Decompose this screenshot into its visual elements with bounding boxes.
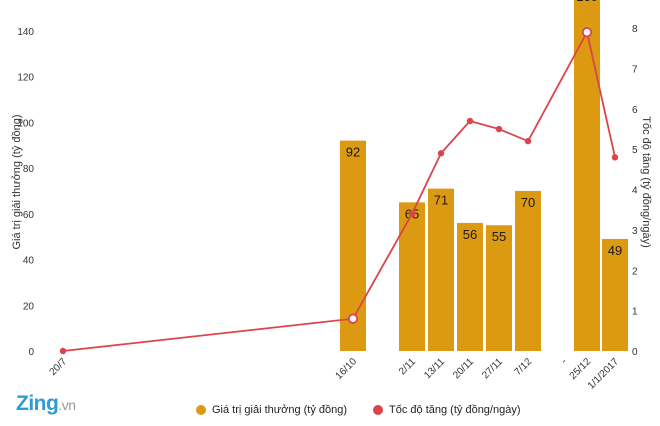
y-left-tick-label: 140: [17, 27, 34, 38]
line-point: [611, 154, 619, 161]
legend-line-label: Tốc độ tăng (tỷ đồng/ngày): [389, 404, 521, 416]
chart-legend: Giá trị giải thưởng (tỷ đồng) Tốc độ tăn…: [196, 404, 521, 416]
line-point: [59, 347, 67, 355]
bar: [515, 190, 541, 351]
y-right-tick-label: 5: [632, 145, 638, 156]
legend-item-line: Tốc độ tăng (tỷ đồng/ngày): [373, 404, 521, 416]
line-point: [347, 313, 359, 324]
bar-value-label: 92: [346, 145, 360, 160]
y-left-tick-label: 60: [23, 210, 35, 221]
x-tick-label: 1/1/2017: [586, 356, 622, 392]
x-tick-label: 2/11: [397, 356, 418, 377]
bar: [602, 238, 628, 351]
y-right-tick-label: 7: [632, 65, 638, 76]
y-axis-left-ticks: 0 20 40 60 80 100 120 140: [17, 27, 34, 358]
legend-line-marker: [373, 405, 384, 415]
bar-series: [340, 0, 628, 352]
x-tick-label: 7/12: [513, 356, 535, 378]
x-tick-label: 27/11: [480, 356, 505, 381]
x-tick-label: 25/12: [568, 356, 594, 382]
logo-main: Zing: [16, 392, 59, 415]
y-right-tick-label: 8: [632, 24, 638, 35]
y-axis-right-ticks: 0 1 2 3 4 5 6 7 8: [632, 24, 638, 358]
logo-suffix: .vn: [58, 397, 76, 413]
bar-value-label: 160: [576, 0, 598, 4]
bar-value-label: 56: [463, 227, 477, 242]
y-left-tick-label: 80: [23, 164, 35, 175]
zing-logo: Zing.vn: [16, 392, 76, 416]
y-axis-left-title: Giá trị giải thưởng (tỷ đồng): [11, 114, 23, 249]
y-left-tick-label: 0: [28, 347, 34, 358]
x-tick-label: 20/7: [48, 356, 70, 378]
line-series: [59, 27, 619, 355]
y-right-tick-label: 3: [632, 226, 638, 237]
y-left-tick-label: 100: [17, 118, 34, 129]
legend-bar-label: Giá trị giải thưởng (tỷ đồng): [212, 404, 348, 416]
line-point: [495, 125, 503, 133]
line-point: [437, 150, 445, 157]
bar-value-label: 49: [608, 243, 622, 258]
x-tick-label: 20/11: [451, 356, 476, 381]
line-point: [466, 117, 474, 125]
bar-value-label: 55: [492, 229, 506, 244]
legend-bar-marker: [196, 405, 206, 415]
y-left-tick-label: 40: [23, 256, 35, 267]
y-right-tick-label: 2: [632, 266, 638, 277]
y-right-tick-label: 0: [632, 347, 638, 358]
bar: [457, 222, 483, 351]
y-right-tick-label: 6: [632, 105, 638, 116]
bar: [399, 202, 425, 351]
line-point: [524, 137, 532, 145]
y-right-tick-label: 1: [632, 307, 638, 318]
bar-value-label: 70: [521, 195, 535, 210]
y-left-tick-label: 20: [23, 301, 35, 312]
x-axis-ticks: 20/7 16/10 2/11 13/11 20/11 27/11 7/12 -25/121/…: [48, 356, 622, 392]
y-right-tick-label: 4: [632, 186, 638, 197]
line-point: [581, 27, 593, 38]
y-axis-right-title: Tốc độ tăng (tỷ đồng/ngày): [640, 116, 652, 247]
x-tick-label: -: [559, 356, 569, 366]
x-tick-label: 13/11: [422, 356, 447, 381]
bar: [486, 225, 512, 351]
bar: [428, 188, 454, 351]
bar: [574, 0, 600, 352]
x-tick-label: 16/10: [334, 356, 360, 382]
bar-value-label: 71: [434, 193, 448, 208]
line-point: [408, 210, 416, 217]
legend-item-bar: Giá trị giải thưởng (tỷ đồng): [196, 404, 347, 416]
y-left-tick-label: 120: [17, 73, 34, 84]
